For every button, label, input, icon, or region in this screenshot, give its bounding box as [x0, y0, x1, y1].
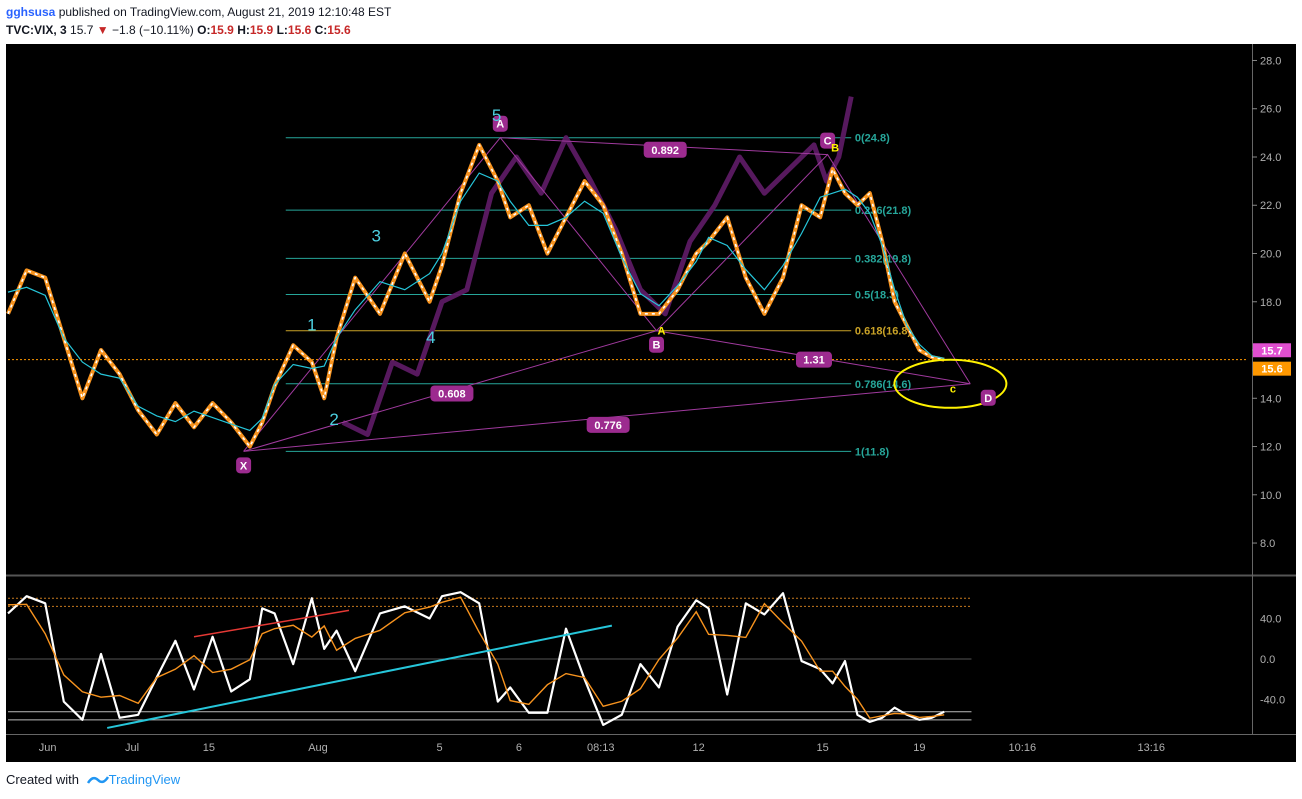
- close-price-tag: 15.6: [1261, 364, 1282, 376]
- elliott-wave-label: 4: [426, 328, 435, 347]
- decorations-layer: 1(11.8) 0.786(14.6) 0.618(16.8) 0.5(18.3) 0.…: [243, 96, 971, 458]
- time-axis-label: 5: [436, 742, 442, 754]
- time-axis-label: 15: [817, 742, 829, 754]
- harmonic-point-label: X: [240, 460, 248, 472]
- author-name[interactable]: gghsusa: [6, 5, 56, 19]
- fib-level-label: 0.5(18.3): [855, 290, 899, 302]
- time-axis-label: 19: [913, 742, 925, 754]
- oscillator-slow-line: [7, 596, 945, 719]
- close-price-tag-bg: [1253, 361, 1291, 376]
- close-label: C:: [314, 23, 328, 37]
- price-axis-label: 10.0: [1260, 490, 1281, 502]
- price-axis-label: 18.0: [1260, 297, 1281, 309]
- ratio-label: 0.776: [594, 420, 622, 432]
- elliott-wave-label: 3: [372, 226, 381, 245]
- created-with-text: Created with: [6, 772, 79, 787]
- axes-layer: 28.026.024.022.020.018.016.014.012.010.0…: [39, 55, 1291, 754]
- harmonic-point-label: D: [984, 393, 992, 405]
- oscillator-fast-line: [7, 591, 945, 727]
- price-series-line: [6, 142, 945, 449]
- elliott-wave-label: 5: [492, 106, 501, 125]
- oscillator-support-trendline: [107, 624, 613, 729]
- ratio-label: 0.608: [438, 388, 466, 400]
- harmonic-point-label: B: [653, 340, 661, 352]
- symbol-legend: TVC:VIX, 3 15.7 ▼ −1.8 (−10.11%) O:15.9 …: [6, 23, 351, 37]
- harmonic-point-label-bg: [820, 132, 836, 149]
- moving-average-line: [7, 172, 945, 432]
- oscillator-layer: [7, 591, 972, 729]
- oscillator-axis-label: 0.0: [1260, 654, 1275, 666]
- harmonic-point-label: C: [824, 136, 832, 148]
- ratio-label: 1.31: [803, 355, 824, 367]
- harmonic-point-label-bg: [649, 336, 665, 353]
- time-axis-label: Jul: [125, 742, 139, 754]
- price-axis-label: 26.0: [1260, 104, 1281, 116]
- price-axis-label: 20.0: [1260, 249, 1281, 261]
- abc-point-label: A: [658, 326, 666, 338]
- time-axis-label: 08:13: [587, 742, 615, 754]
- oscillator-axis-label: 40.0: [1260, 614, 1281, 626]
- harmonic-point-label-bg: [492, 115, 508, 132]
- fib-level-label: 0.786(14.6): [855, 379, 912, 391]
- close-value: 15.6: [327, 23, 351, 37]
- harmonic-point-label-bg: [980, 389, 996, 406]
- time-axis-label: Jun: [39, 742, 57, 754]
- change-down-icon: ▼: [96, 23, 109, 37]
- ratio-label-bg: [796, 351, 832, 368]
- harmonic-point-label-bg: [236, 457, 252, 474]
- price-axis-label: 28.0: [1260, 55, 1281, 67]
- tradingview-logo-icon: [86, 776, 109, 784]
- oscillator-pane[interactable]: [6, 577, 1252, 734]
- low-value: 15.6: [287, 23, 312, 37]
- last-price: 15.7: [70, 23, 94, 37]
- fib-level-label: 1(11.8): [855, 446, 890, 458]
- oscillator-resistance-trendline: [193, 609, 350, 638]
- open-label: O:: [197, 23, 211, 37]
- time-axis-label: 12: [693, 742, 705, 754]
- target-zone-ellipse: [893, 358, 1008, 409]
- time-axis-label: 13:16: [1138, 742, 1166, 754]
- ratio-label: 0.892: [651, 145, 679, 157]
- publish-text: published on TradingView.com, August 21,…: [58, 5, 392, 19]
- ratio-label-bg: [643, 141, 687, 158]
- time-axis-label: Aug: [308, 742, 328, 754]
- publish-info: gghsusa published on TradingView.com, Au…: [6, 5, 391, 19]
- symbol-name[interactable]: TVC:VIX, 3: [6, 23, 67, 37]
- abc-point-label: c: [950, 384, 956, 396]
- time-axis-label: 15: [203, 742, 215, 754]
- fib-level-label: 0(24.8): [855, 133, 890, 145]
- price-pane[interactable]: [6, 44, 1252, 574]
- footer: Created with TradingView: [6, 772, 180, 787]
- abc-point-label: B: [831, 143, 839, 155]
- price-axis-label: 8.0: [1260, 538, 1275, 550]
- harmonic-point-label: A: [496, 119, 504, 131]
- last-price-tag: 15.7: [1261, 345, 1282, 357]
- fib-level-label: 0.382(19.8): [855, 253, 912, 265]
- oscillator-axis-label: -40.0: [1260, 695, 1285, 707]
- time-axis-label: 10:16: [1009, 742, 1037, 754]
- open-value: 15.9: [210, 23, 234, 37]
- tradingview-brand[interactable]: TradingView: [108, 772, 181, 787]
- low-label: L:: [276, 23, 288, 37]
- price-axis-label: 12.0: [1260, 442, 1281, 454]
- fib-level-label: 0.618(16.8): [855, 326, 912, 338]
- last-price-tag-bg: [1253, 343, 1291, 358]
- fib-level-label: 0.236(21.8): [855, 205, 912, 217]
- high-value: 15.9: [249, 23, 274, 37]
- elliott-wave-label: 2: [329, 410, 338, 429]
- projection-path: [341, 96, 854, 437]
- price-axis-label: 14.0: [1260, 393, 1281, 405]
- price-axis-label: 22.0: [1260, 200, 1281, 212]
- price-change: −1.8 (−10.11%): [111, 23, 194, 37]
- price-axis-label: 24.0: [1260, 152, 1281, 164]
- ratio-label-bg: [430, 385, 474, 402]
- time-axis-label: 6: [516, 742, 522, 754]
- high-label: H:: [237, 23, 250, 37]
- ratio-label-bg: [586, 416, 630, 433]
- elliott-wave-label: 1: [307, 316, 316, 335]
